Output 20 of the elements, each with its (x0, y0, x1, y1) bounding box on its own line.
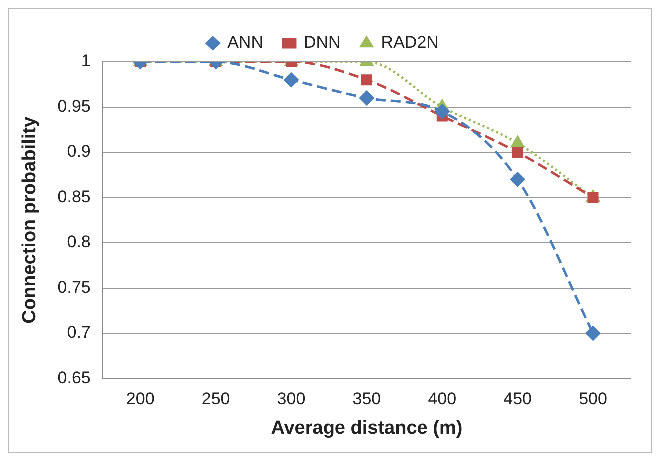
y-tick-label: 0.8 (67, 232, 91, 252)
y-tick-label: 0.75 (58, 278, 91, 297)
y-tick-label: 0.7 (67, 323, 91, 342)
legend-label: ANN (228, 33, 264, 52)
x-tick-label: 350 (352, 390, 382, 409)
y-axis-title: Connection probability (20, 116, 41, 324)
y-tick-label: 0.95 (58, 96, 91, 116)
y-tick-label: 0.65 (58, 368, 91, 388)
x-tick-label: 400 (428, 390, 457, 409)
x-tick-label: 500 (579, 390, 608, 409)
y-tick-label: 1 (81, 52, 91, 71)
x-axis-title: Average distance (m) (271, 418, 463, 439)
x-tick-label: 450 (504, 390, 532, 409)
legend-label: DNN (304, 33, 341, 52)
x-tick-label: 300 (277, 390, 306, 409)
x-tick-label: 250 (202, 390, 230, 409)
y-tick-label: 0.85 (58, 187, 91, 206)
legend-label: RAD2N (381, 33, 439, 52)
y-tick-label: 0.9 (67, 142, 91, 162)
x-tick-label: 200 (126, 390, 155, 409)
